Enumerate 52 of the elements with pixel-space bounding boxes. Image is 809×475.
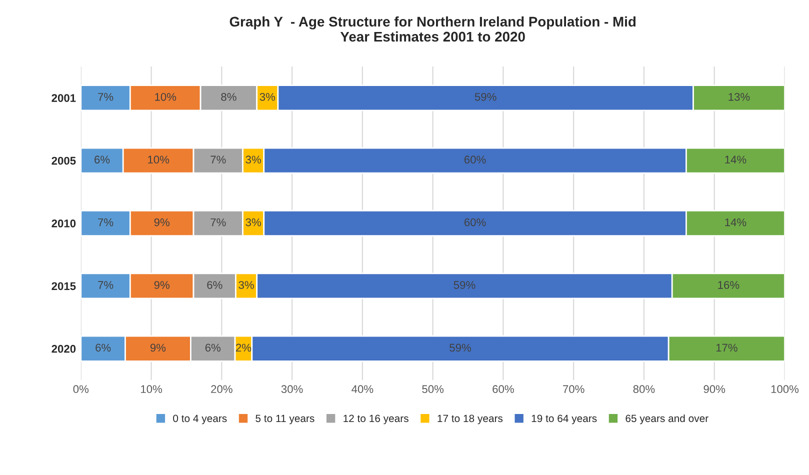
chart-title: Graph Y - Age Structure for Northern Ireland Population - Mid Year Estimates 2001 to 2020 <box>230 16 636 42</box>
legend-label: 12 to 16 years <box>344 414 408 424</box>
data-label: 59% <box>474 92 496 101</box>
y-tick-label: 2010 <box>52 220 76 228</box>
legend-label: 65 years and over <box>626 414 708 424</box>
y-tick-label: 2001 <box>52 94 76 102</box>
data-label: 10% <box>155 92 176 101</box>
legend-label: 17 to 18 years <box>438 414 503 424</box>
data-label: 6% <box>205 344 220 352</box>
data-label: 10% <box>148 156 170 164</box>
data-label: 8% <box>221 92 236 101</box>
data-label: 9% <box>154 218 170 226</box>
y-tick-label: 2020 <box>52 344 76 353</box>
x-tick-label: 60% <box>492 385 514 394</box>
x-tick-label: 50% <box>422 385 444 394</box>
data-label: 59% <box>454 281 476 289</box>
data-label: 9% <box>150 344 166 352</box>
x-tick-label: 20% <box>211 385 232 394</box>
x-tick-label: 80% <box>633 385 655 394</box>
x-tick-label: 10% <box>141 385 162 394</box>
data-label: 9% <box>154 281 170 289</box>
data-label: 7% <box>210 218 226 226</box>
data-label: 13% <box>728 92 750 101</box>
data-label: 7% <box>98 218 114 226</box>
data-label: 60% <box>464 218 486 226</box>
legend-label: 5 to 11 years <box>256 414 314 424</box>
data-label: 3% <box>238 281 254 289</box>
y-tick-label: 2015 <box>52 282 76 290</box>
x-tick-label: 0% <box>73 385 89 394</box>
y-tick-label: 2005 <box>52 156 76 165</box>
data-label: 14% <box>725 156 746 164</box>
data-label: 59% <box>450 344 471 352</box>
data-label: 60% <box>464 156 486 164</box>
x-tick-label: 70% <box>563 385 584 394</box>
data-label: 14% <box>725 218 746 226</box>
data-label: 7% <box>210 156 226 164</box>
data-label: 16% <box>718 281 740 289</box>
data-label: 7% <box>98 93 114 101</box>
data-label: 17% <box>716 344 738 352</box>
x-tick-label: 30% <box>281 385 303 394</box>
legend-label: 19 to 64 years <box>532 414 597 424</box>
x-tick-label: 100% <box>771 385 799 394</box>
data-label: 7% <box>98 281 114 289</box>
x-tick-label: 40% <box>352 385 374 394</box>
legend-label: 0 to 4 years <box>173 414 227 424</box>
data-label: 3% <box>246 156 261 164</box>
data-label: 3% <box>246 218 261 226</box>
data-label: 6% <box>96 344 111 352</box>
x-tick-label: 90% <box>704 385 726 394</box>
data-label: 3% <box>260 92 276 101</box>
data-label: 6% <box>207 281 222 289</box>
data-label: 6% <box>94 156 110 164</box>
